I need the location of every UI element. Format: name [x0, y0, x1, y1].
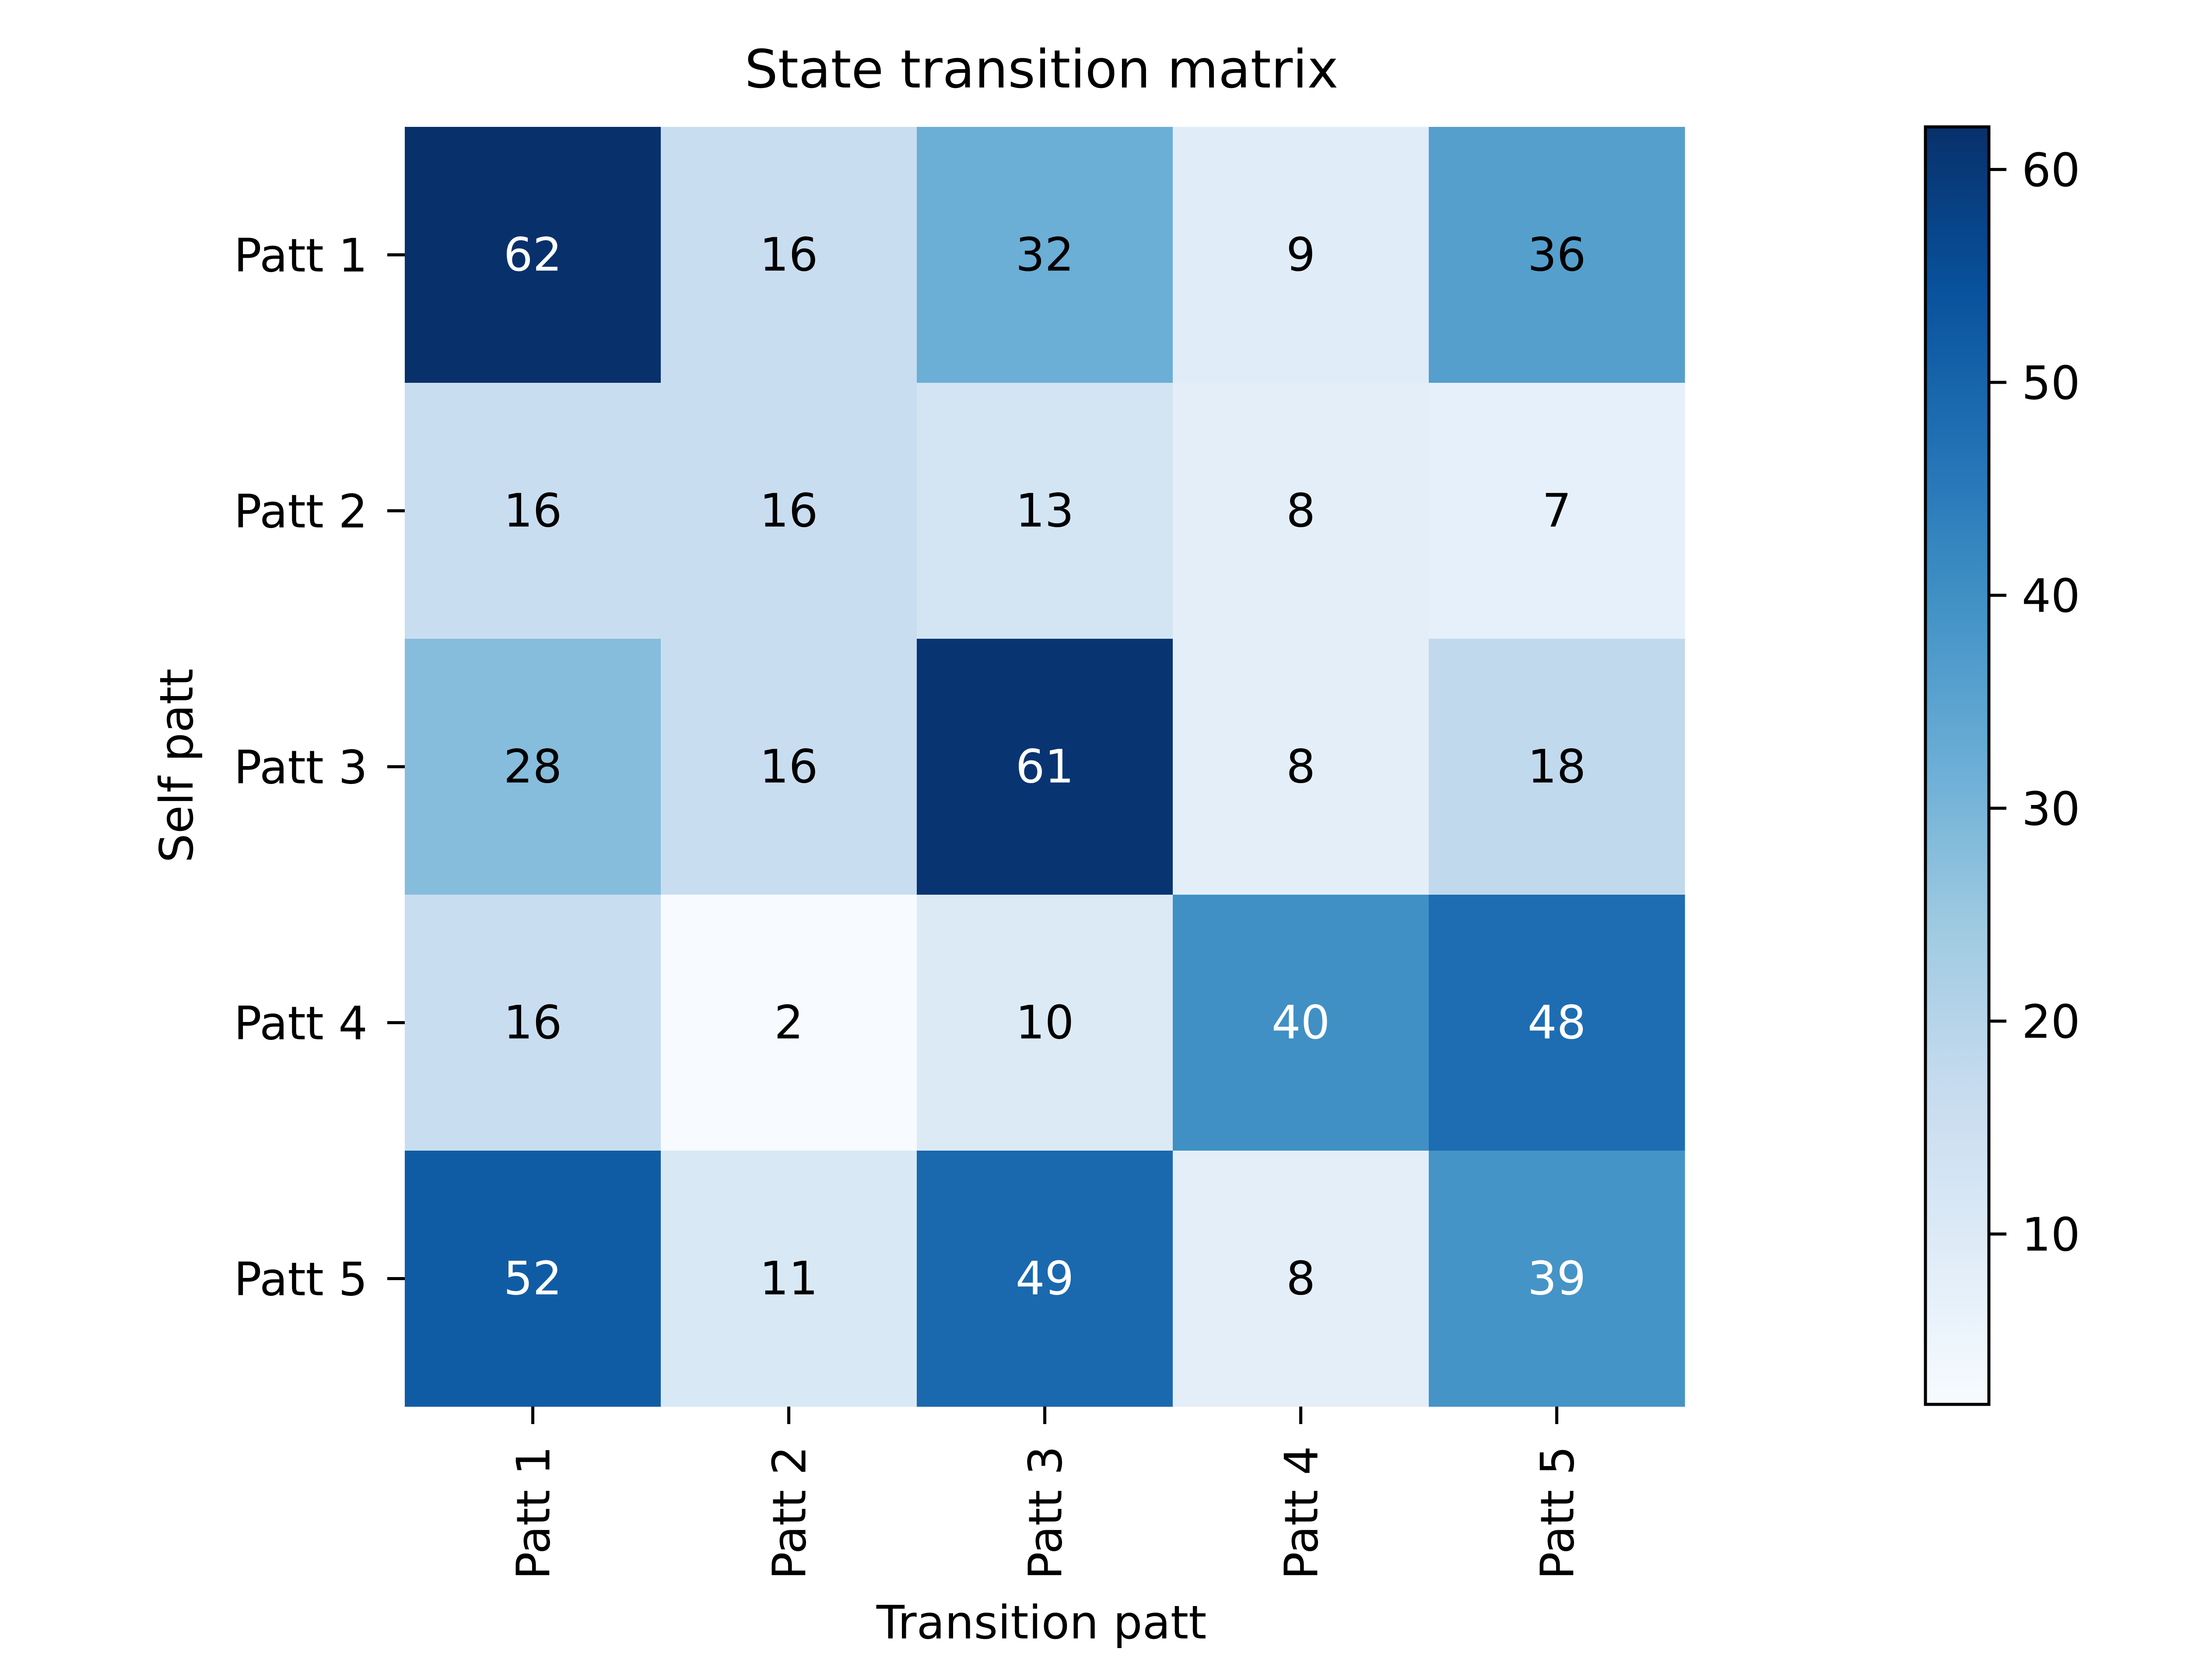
- colorbar-tick-label: 30: [2022, 782, 2080, 836]
- cell-value-label: 16: [760, 228, 818, 282]
- heatmap-cell: [661, 639, 917, 895]
- heatmap-cell: [917, 639, 1173, 895]
- heatmap-cell: [917, 895, 1173, 1151]
- heatmap-cell: [405, 639, 661, 895]
- y-axis-label: Self patt: [150, 668, 203, 863]
- heatmap-cell: [405, 1151, 661, 1407]
- x-axis-label: Transition patt: [876, 1596, 1206, 1649]
- heatmap-cell: [1173, 383, 1429, 639]
- cell-value-label: 16: [504, 996, 562, 1050]
- y-tick-label: Patt 4: [234, 997, 368, 1050]
- colorbar: [1924, 125, 1991, 1406]
- colorbar-ticks: 10 20 30 40 50 60: [1989, 144, 2080, 1262]
- x-tick-label: Patt 5: [1531, 1446, 1585, 1579]
- x-tick-label: Patt 2: [763, 1446, 817, 1579]
- y-axis: Patt 1 Patt 2 Patt 3 Patt 4 Patt 5: [234, 229, 405, 1306]
- heatmap-cell: [917, 383, 1173, 639]
- heatmap-cell: [405, 895, 661, 1151]
- heatmap-cell: [661, 895, 917, 1151]
- cell-value-label: 61: [1016, 740, 1074, 794]
- x-tick-label: Patt 4: [1275, 1446, 1329, 1579]
- cell-value-label: 32: [1016, 228, 1074, 282]
- colorbar-tick-label: 40: [2022, 570, 2080, 623]
- cell-value-label: 10: [1016, 996, 1074, 1050]
- y-tick-label: Patt 3: [234, 741, 368, 794]
- cell-value-label: 40: [1272, 996, 1330, 1050]
- cell-value-label: 28: [504, 740, 562, 794]
- x-tick-label: Patt 1: [507, 1446, 561, 1579]
- heatmap-cell: [405, 127, 661, 383]
- heatmap-cell: [1429, 639, 1685, 895]
- cell-value-label: 8: [1286, 484, 1315, 538]
- heatmap-cell: [661, 383, 917, 639]
- heatmap-cell: [1429, 383, 1685, 639]
- cell-value-label: 16: [760, 740, 818, 794]
- colorbar-tick-label: 20: [2022, 995, 2080, 1049]
- heatmap-cell: [1173, 127, 1429, 383]
- y-tick-label: Patt 2: [234, 485, 368, 539]
- colorbar-tick-label: 60: [2022, 144, 2080, 197]
- heatmap-cell: [1173, 639, 1429, 895]
- cell-value-label: 39: [1528, 1252, 1586, 1306]
- heatmap-cell: [405, 383, 661, 639]
- cell-value-label: 2: [774, 996, 803, 1050]
- cell-value-label: 16: [760, 484, 818, 538]
- chart-title: State transition matrix: [745, 39, 1339, 100]
- colorbar-tick-label: 50: [2022, 357, 2080, 410]
- heatmap-cell: [1429, 895, 1685, 1151]
- cell-value-label: 36: [1528, 228, 1586, 282]
- cell-value-label: 49: [1016, 1252, 1074, 1306]
- cell-value-label: 8: [1286, 1252, 1315, 1306]
- heatmap-cells: [405, 127, 1685, 1407]
- y-tick-label: Patt 1: [234, 229, 368, 283]
- cell-value-label: 48: [1528, 996, 1586, 1050]
- heatmap-cell: [1429, 1151, 1685, 1407]
- heatmap-cell: [661, 1151, 917, 1407]
- heatmap-cell: [1173, 895, 1429, 1151]
- heatmap-cell: [917, 127, 1173, 383]
- x-axis: Patt 1 Patt 2 Patt 3 Patt 4 Patt 5: [507, 1407, 1585, 1579]
- heatmap-cell: [661, 127, 917, 383]
- cell-value-label: 16: [504, 484, 562, 538]
- cell-value-label: 9: [1286, 228, 1315, 282]
- cell-value-label: 13: [1016, 484, 1074, 538]
- heatmap-cell: [1173, 1151, 1429, 1407]
- y-tick-label: Patt 5: [234, 1253, 368, 1306]
- cell-value-label: 7: [1542, 484, 1571, 538]
- x-tick-label: Patt 3: [1019, 1446, 1073, 1579]
- colorbar-tick-label: 10: [2022, 1208, 2080, 1262]
- heatmap-cell: [1429, 127, 1685, 383]
- cell-value-label: 18: [1528, 740, 1586, 794]
- cell-value-labels: 62 16 32 9 36 16 16 13 8 7 28 16 61 8 18 16 2 10 40 48 52 11 4…: [504, 228, 1586, 1306]
- cell-value-label: 8: [1286, 740, 1315, 794]
- cell-value-label: 11: [760, 1252, 818, 1306]
- cell-value-label: 62: [504, 228, 562, 282]
- cell-value-label: 52: [504, 1252, 562, 1306]
- heatmap-cell: [917, 1151, 1173, 1407]
